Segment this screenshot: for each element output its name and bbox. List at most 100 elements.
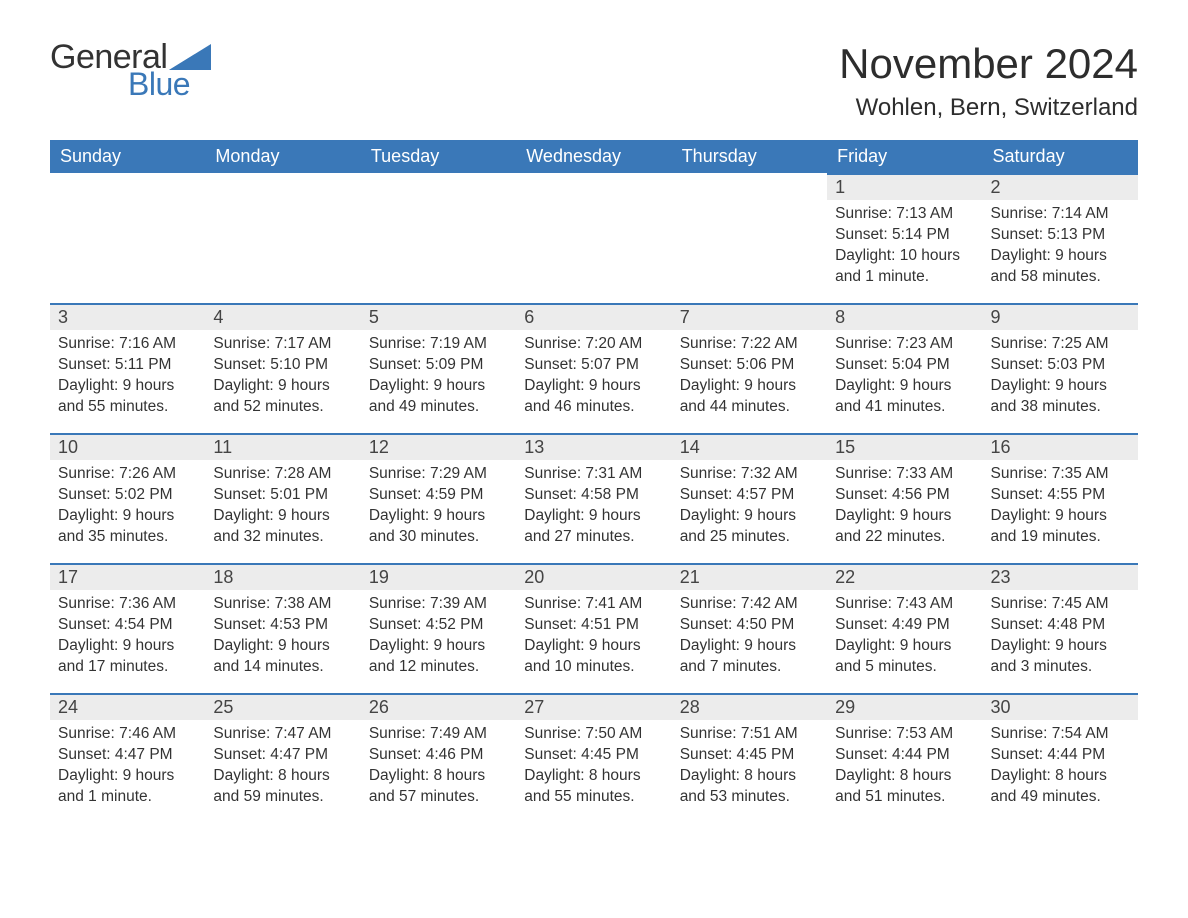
calendar-week-row: 3Sunrise: 7:16 AMSunset: 5:11 PMDaylight… (50, 303, 1138, 433)
detail-day2: and 14 minutes. (213, 657, 352, 678)
detail-sunrise: Sunrise: 7:42 AM (680, 594, 819, 615)
day-details: Sunrise: 7:19 AMSunset: 5:09 PMDaylight:… (361, 330, 516, 428)
calendar-day-cell: 13Sunrise: 7:31 AMSunset: 4:58 PMDayligh… (516, 433, 671, 563)
calendar-day-cell: 6Sunrise: 7:20 AMSunset: 5:07 PMDaylight… (516, 303, 671, 433)
detail-sunset: Sunset: 4:50 PM (680, 615, 819, 636)
detail-day2: and 35 minutes. (58, 527, 197, 548)
detail-day2: and 55 minutes. (58, 397, 197, 418)
day-details: Sunrise: 7:26 AMSunset: 5:02 PMDaylight:… (50, 460, 205, 558)
detail-sunset: Sunset: 5:02 PM (58, 485, 197, 506)
detail-day2: and 22 minutes. (835, 527, 974, 548)
day-number: 27 (516, 693, 671, 720)
detail-day1: Daylight: 9 hours (991, 636, 1130, 657)
calendar-day-cell: 8Sunrise: 7:23 AMSunset: 5:04 PMDaylight… (827, 303, 982, 433)
calendar-week-row: 17Sunrise: 7:36 AMSunset: 4:54 PMDayligh… (50, 563, 1138, 693)
detail-sunset: Sunset: 4:53 PM (213, 615, 352, 636)
day-number: 13 (516, 433, 671, 460)
detail-sunset: Sunset: 4:52 PM (369, 615, 508, 636)
calendar-day-cell: 7Sunrise: 7:22 AMSunset: 5:06 PMDaylight… (672, 303, 827, 433)
detail-sunset: Sunset: 5:04 PM (835, 355, 974, 376)
calendar-day-cell: 27Sunrise: 7:50 AMSunset: 4:45 PMDayligh… (516, 693, 671, 823)
detail-sunset: Sunset: 4:45 PM (680, 745, 819, 766)
day-details: Sunrise: 7:17 AMSunset: 5:10 PMDaylight:… (205, 330, 360, 428)
day-details: Sunrise: 7:39 AMSunset: 4:52 PMDaylight:… (361, 590, 516, 688)
detail-sunrise: Sunrise: 7:45 AM (991, 594, 1130, 615)
day-header: Monday (205, 140, 360, 173)
calendar-week-row: 24Sunrise: 7:46 AMSunset: 4:47 PMDayligh… (50, 693, 1138, 823)
calendar-day-cell: 19Sunrise: 7:39 AMSunset: 4:52 PMDayligh… (361, 563, 516, 693)
day-number: 11 (205, 433, 360, 460)
detail-day2: and 55 minutes. (524, 787, 663, 808)
logo: General Blue (50, 40, 211, 100)
calendar-body: 1Sunrise: 7:13 AMSunset: 5:14 PMDaylight… (50, 173, 1138, 823)
day-details: Sunrise: 7:36 AMSunset: 4:54 PMDaylight:… (50, 590, 205, 688)
calendar-day-cell: 21Sunrise: 7:42 AMSunset: 4:50 PMDayligh… (672, 563, 827, 693)
day-number: 18 (205, 563, 360, 590)
day-details: Sunrise: 7:16 AMSunset: 5:11 PMDaylight:… (50, 330, 205, 428)
detail-sunset: Sunset: 4:48 PM (991, 615, 1130, 636)
detail-day1: Daylight: 9 hours (835, 376, 974, 397)
detail-day2: and 57 minutes. (369, 787, 508, 808)
day-details: Sunrise: 7:46 AMSunset: 4:47 PMDaylight:… (50, 720, 205, 818)
detail-sunset: Sunset: 5:14 PM (835, 225, 974, 246)
detail-day1: Daylight: 9 hours (524, 636, 663, 657)
day-header: Saturday (983, 140, 1138, 173)
detail-sunrise: Sunrise: 7:25 AM (991, 334, 1130, 355)
calendar-day-cell: 4Sunrise: 7:17 AMSunset: 5:10 PMDaylight… (205, 303, 360, 433)
day-number: 16 (983, 433, 1138, 460)
day-number: 1 (827, 173, 982, 200)
day-number: 15 (827, 433, 982, 460)
detail-day1: Daylight: 8 hours (524, 766, 663, 787)
calendar-week-row: 1Sunrise: 7:13 AMSunset: 5:14 PMDaylight… (50, 173, 1138, 303)
day-header: Friday (827, 140, 982, 173)
detail-day2: and 25 minutes. (680, 527, 819, 548)
detail-sunset: Sunset: 4:51 PM (524, 615, 663, 636)
calendar-day-cell: 22Sunrise: 7:43 AMSunset: 4:49 PMDayligh… (827, 563, 982, 693)
detail-sunrise: Sunrise: 7:41 AM (524, 594, 663, 615)
day-details: Sunrise: 7:49 AMSunset: 4:46 PMDaylight:… (361, 720, 516, 818)
calendar-day-cell: 18Sunrise: 7:38 AMSunset: 4:53 PMDayligh… (205, 563, 360, 693)
title-block: November 2024 Wohlen, Bern, Switzerland (839, 40, 1138, 122)
day-details: Sunrise: 7:14 AMSunset: 5:13 PMDaylight:… (983, 200, 1138, 298)
detail-sunrise: Sunrise: 7:53 AM (835, 724, 974, 745)
detail-day2: and 12 minutes. (369, 657, 508, 678)
detail-day1: Daylight: 9 hours (369, 376, 508, 397)
detail-day1: Daylight: 9 hours (680, 506, 819, 527)
detail-sunrise: Sunrise: 7:16 AM (58, 334, 197, 355)
detail-sunset: Sunset: 4:45 PM (524, 745, 663, 766)
detail-sunset: Sunset: 4:54 PM (58, 615, 197, 636)
detail-sunrise: Sunrise: 7:23 AM (835, 334, 974, 355)
day-details: Sunrise: 7:23 AMSunset: 5:04 PMDaylight:… (827, 330, 982, 428)
day-number: 22 (827, 563, 982, 590)
detail-sunset: Sunset: 4:47 PM (58, 745, 197, 766)
detail-day1: Daylight: 9 hours (524, 506, 663, 527)
detail-day1: Daylight: 8 hours (991, 766, 1130, 787)
detail-sunrise: Sunrise: 7:32 AM (680, 464, 819, 485)
detail-sunrise: Sunrise: 7:13 AM (835, 204, 974, 225)
day-details: Sunrise: 7:13 AMSunset: 5:14 PMDaylight:… (827, 200, 982, 298)
detail-sunrise: Sunrise: 7:46 AM (58, 724, 197, 745)
day-details: Sunrise: 7:35 AMSunset: 4:55 PMDaylight:… (983, 460, 1138, 558)
day-number: 4 (205, 303, 360, 330)
calendar-day-cell: 2Sunrise: 7:14 AMSunset: 5:13 PMDaylight… (983, 173, 1138, 303)
page-title: November 2024 (839, 40, 1138, 88)
detail-sunrise: Sunrise: 7:31 AM (524, 464, 663, 485)
calendar-day-cell: 26Sunrise: 7:49 AMSunset: 4:46 PMDayligh… (361, 693, 516, 823)
detail-day1: Daylight: 10 hours (835, 246, 974, 267)
detail-sunrise: Sunrise: 7:47 AM (213, 724, 352, 745)
day-number: 20 (516, 563, 671, 590)
detail-sunset: Sunset: 4:49 PM (835, 615, 974, 636)
day-number: 12 (361, 433, 516, 460)
detail-sunset: Sunset: 4:44 PM (991, 745, 1130, 766)
calendar-empty-cell (50, 173, 205, 303)
detail-sunset: Sunset: 4:46 PM (369, 745, 508, 766)
day-details: Sunrise: 7:51 AMSunset: 4:45 PMDaylight:… (672, 720, 827, 818)
detail-sunrise: Sunrise: 7:22 AM (680, 334, 819, 355)
detail-day2: and 49 minutes. (991, 787, 1130, 808)
detail-sunset: Sunset: 5:06 PM (680, 355, 819, 376)
calendar-day-cell: 11Sunrise: 7:28 AMSunset: 5:01 PMDayligh… (205, 433, 360, 563)
detail-day2: and 10 minutes. (524, 657, 663, 678)
detail-day2: and 52 minutes. (213, 397, 352, 418)
detail-day2: and 19 minutes. (991, 527, 1130, 548)
detail-sunrise: Sunrise: 7:14 AM (991, 204, 1130, 225)
